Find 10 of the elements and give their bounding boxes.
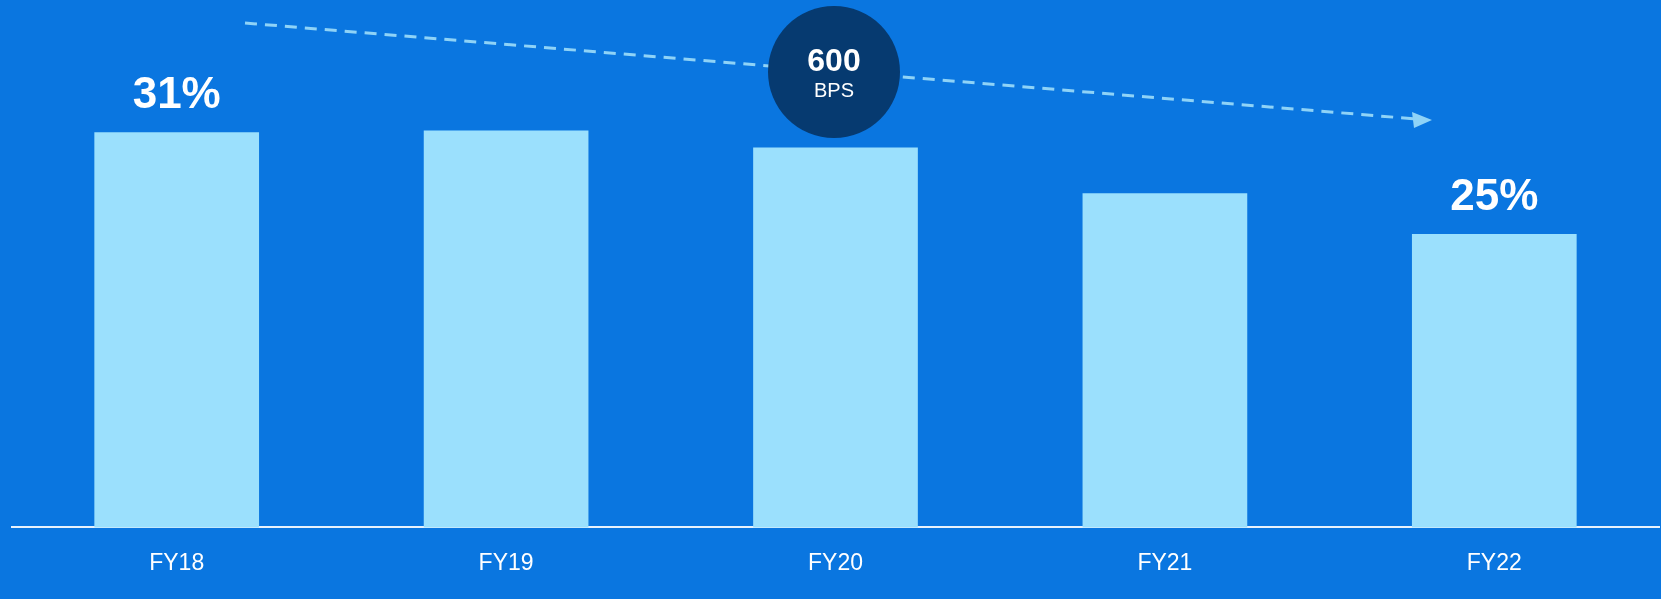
x-tick-label: FY18 <box>149 548 205 575</box>
annotation: 600 <box>807 42 861 78</box>
x-tick-label: FY21 <box>1137 548 1193 575</box>
data-label: 25% <box>1450 170 1539 220</box>
x-tick-label: FY19 <box>478 548 534 575</box>
data-label: 31% <box>132 68 221 118</box>
x-tick-label: FY20 <box>808 548 863 575</box>
circle-badge: 600 BPS <box>768 6 900 138</box>
x-tick-label: FY22 <box>1466 548 1522 575</box>
annotation: BPS <box>813 78 855 102</box>
